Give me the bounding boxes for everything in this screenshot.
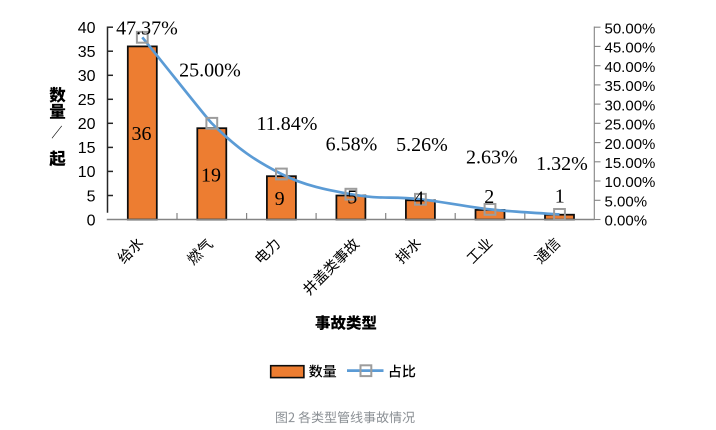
svg-text:19: 19 bbox=[201, 164, 221, 186]
svg-text:25.00%: 25.00% bbox=[605, 117, 656, 134]
svg-text:10.00%: 10.00% bbox=[605, 174, 656, 191]
svg-text:15: 15 bbox=[78, 140, 96, 157]
svg-text:20.00%: 20.00% bbox=[605, 136, 656, 153]
svg-text:5: 5 bbox=[87, 188, 96, 205]
svg-text:5.00%: 5.00% bbox=[605, 194, 648, 211]
svg-text:1: 1 bbox=[555, 185, 565, 207]
svg-text:35.00%: 35.00% bbox=[605, 78, 656, 95]
svg-text:30.00%: 30.00% bbox=[605, 97, 656, 114]
svg-text:5.26%: 5.26% bbox=[396, 134, 448, 156]
svg-text:0: 0 bbox=[87, 212, 96, 229]
svg-text:10: 10 bbox=[78, 164, 96, 181]
svg-text:20: 20 bbox=[78, 116, 96, 133]
svg-text:36: 36 bbox=[132, 123, 152, 145]
svg-text:11.84%: 11.84% bbox=[257, 113, 318, 135]
svg-text:9: 9 bbox=[275, 188, 285, 210]
svg-text:6.58%: 6.58% bbox=[326, 134, 378, 156]
svg-text:15.00%: 15.00% bbox=[605, 155, 656, 172]
svg-text:47.37%: 47.37% bbox=[116, 17, 178, 39]
svg-text:30: 30 bbox=[78, 68, 96, 85]
svg-text:25: 25 bbox=[78, 92, 96, 109]
svg-text:5: 5 bbox=[347, 186, 357, 208]
svg-text:4: 4 bbox=[414, 188, 424, 210]
svg-text:35: 35 bbox=[78, 44, 96, 61]
svg-text:45.00%: 45.00% bbox=[605, 40, 656, 57]
svg-text:1.32%: 1.32% bbox=[536, 153, 588, 175]
svg-text:25.00%: 25.00% bbox=[179, 60, 241, 82]
svg-text:40: 40 bbox=[78, 20, 96, 37]
svg-text:40.00%: 40.00% bbox=[605, 59, 656, 76]
svg-text:0.00%: 0.00% bbox=[605, 213, 648, 230]
svg-text:2.63%: 2.63% bbox=[466, 147, 518, 169]
svg-text:50.00%: 50.00% bbox=[605, 20, 656, 37]
svg-text:2: 2 bbox=[484, 186, 494, 208]
